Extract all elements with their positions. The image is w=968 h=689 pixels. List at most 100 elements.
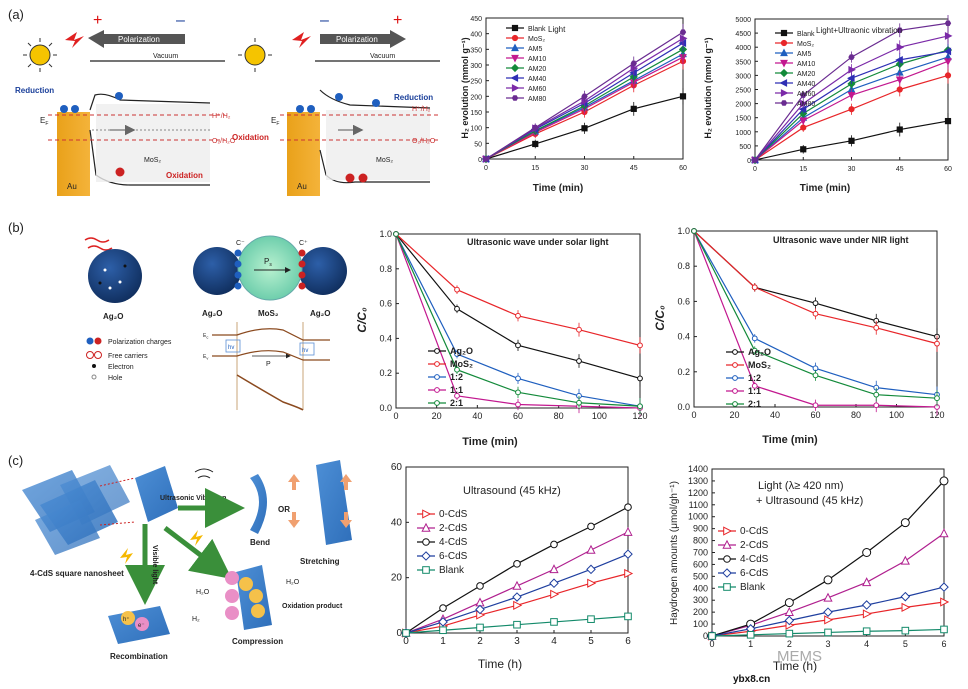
data-point: [550, 618, 558, 626]
vacuum-label: Vacuum: [153, 53, 178, 60]
y-tick-label: 0.4: [379, 333, 392, 343]
data-point: [587, 522, 595, 531]
y-tick-label: 500: [739, 144, 751, 151]
x-tick-label: 40: [472, 411, 482, 421]
y-tick-label: 250: [470, 79, 482, 86]
x-tick-label: 40: [770, 410, 780, 420]
data-point: [532, 140, 539, 148]
x-tick-label: 30: [848, 166, 856, 173]
data-point: [800, 99, 808, 108]
minus-sign: –: [176, 12, 185, 29]
hv-label: hv: [228, 345, 234, 351]
legend: Ag₂O MoS₂ 1:2 1:1 2:1: [726, 347, 771, 409]
h2o-left-label: H₂O: [196, 589, 210, 596]
data-point: [823, 575, 833, 585]
electron-icon: [335, 93, 343, 101]
data-point: [823, 607, 833, 617]
chart-c2: 0 1 2 3 4 5 6010020030040050060070080090010001…: [669, 464, 950, 673]
plus-sign: +: [393, 12, 402, 29]
y-tick-label: 5000: [735, 17, 751, 24]
ag2o-label-right: Ag₂O: [310, 309, 330, 318]
data-point: [751, 382, 758, 389]
data-point: [402, 629, 410, 637]
x-tick-label: 60: [513, 411, 523, 421]
data-point: [637, 375, 643, 382]
chart-subtitle: + Ultrasound (45 kHz): [756, 495, 863, 507]
light-bolt-icon: [65, 32, 84, 48]
h-level-label: H⁺/H₂: [412, 106, 431, 113]
hv-label: hv: [302, 348, 308, 354]
ag2o-label: Ag₂O: [103, 312, 123, 321]
x-tick-label: 0: [753, 166, 757, 173]
reduction-label: Reduction: [15, 86, 54, 95]
series-ago: [393, 231, 643, 387]
data-point: [515, 389, 521, 396]
mos2-label: MoS₂: [258, 309, 279, 318]
legend-marker: [779, 79, 788, 87]
legend-marker: [422, 538, 430, 546]
legend-marker: [421, 551, 431, 561]
data-point: [847, 79, 856, 88]
schematic-a-right: – + Polarization Vacuum Au H⁺/H₂ O₂/H₂O …: [232, 12, 440, 196]
legend-label: Blank: [740, 582, 766, 593]
x-axis-label: Time (h): [478, 657, 522, 671]
polarization-label: Polarization: [336, 35, 378, 44]
data-point: [896, 43, 905, 52]
data-point: [587, 578, 597, 588]
legend-label: 2:1: [450, 398, 463, 408]
y-tick-label: 1000: [688, 512, 708, 522]
c-plus-label: C⁺: [299, 240, 308, 247]
data-point: [848, 137, 855, 144]
mos2-label: MoS₂: [376, 157, 393, 164]
watermark-brand: MEMS: [777, 648, 822, 665]
legend: Ag₂O MoS₂ 1:2 1:1 2:1: [428, 346, 473, 408]
data-point: [679, 93, 687, 100]
data-point: [513, 600, 523, 610]
ev-label: Ev: [203, 354, 208, 361]
legend-label: 1:1: [748, 386, 761, 396]
chart-title: Light+Ultraonic vibration: [816, 26, 902, 35]
y-tick-label: 0.2: [677, 367, 690, 377]
mos2-label: MoS₂: [144, 157, 161, 164]
legend-label: 1:1: [450, 385, 463, 395]
y-tick-label: 1100: [689, 500, 708, 510]
legend-marker: [723, 526, 733, 536]
chart-title: Ultrasonic wave under NIR light: [773, 235, 909, 245]
chart-title: Light (λ≥ 420 nm): [758, 480, 844, 492]
data-point: [784, 615, 795, 626]
x-tick-label: 4: [864, 639, 869, 649]
data-point: [581, 93, 588, 100]
o-level-label: O₂/H₂O: [212, 138, 236, 145]
y-tick-label: 4500: [735, 31, 751, 38]
light-bolt-icon: [292, 32, 311, 48]
data-point: [799, 117, 808, 126]
legend-marker: [732, 375, 738, 381]
compression-label: Compression: [232, 637, 283, 646]
y-tick-label: 700: [693, 548, 708, 558]
legend-marker: [422, 509, 432, 519]
legend-label: 0-CdS: [740, 526, 769, 537]
data-point: [861, 600, 872, 610]
electron-icon: [60, 105, 68, 113]
y-tick-label: 100: [693, 619, 708, 629]
electron-icon: [372, 99, 380, 107]
data-point: [895, 55, 903, 64]
nanosheet-stack: [22, 465, 130, 555]
legend-marker: [434, 374, 440, 380]
y-tick-label: 0.4: [677, 332, 690, 342]
data-point: [576, 326, 582, 333]
data-point: [515, 342, 521, 349]
panel-label-a: (a): [8, 7, 24, 22]
legend-label: AM80: [528, 96, 546, 103]
data-point: [637, 403, 643, 410]
data-point: [679, 29, 687, 35]
legend-label: AM80: [797, 101, 815, 108]
y-tick-label: 1.0: [379, 229, 392, 239]
stretched-sheet: [316, 460, 352, 545]
legend-label: Blank: [439, 565, 465, 576]
x-tick-label: 0: [393, 411, 398, 421]
data-point: [576, 399, 582, 406]
data-point: [512, 580, 522, 590]
data-point: [896, 126, 903, 133]
y-tick-label: 0.2: [379, 368, 392, 378]
